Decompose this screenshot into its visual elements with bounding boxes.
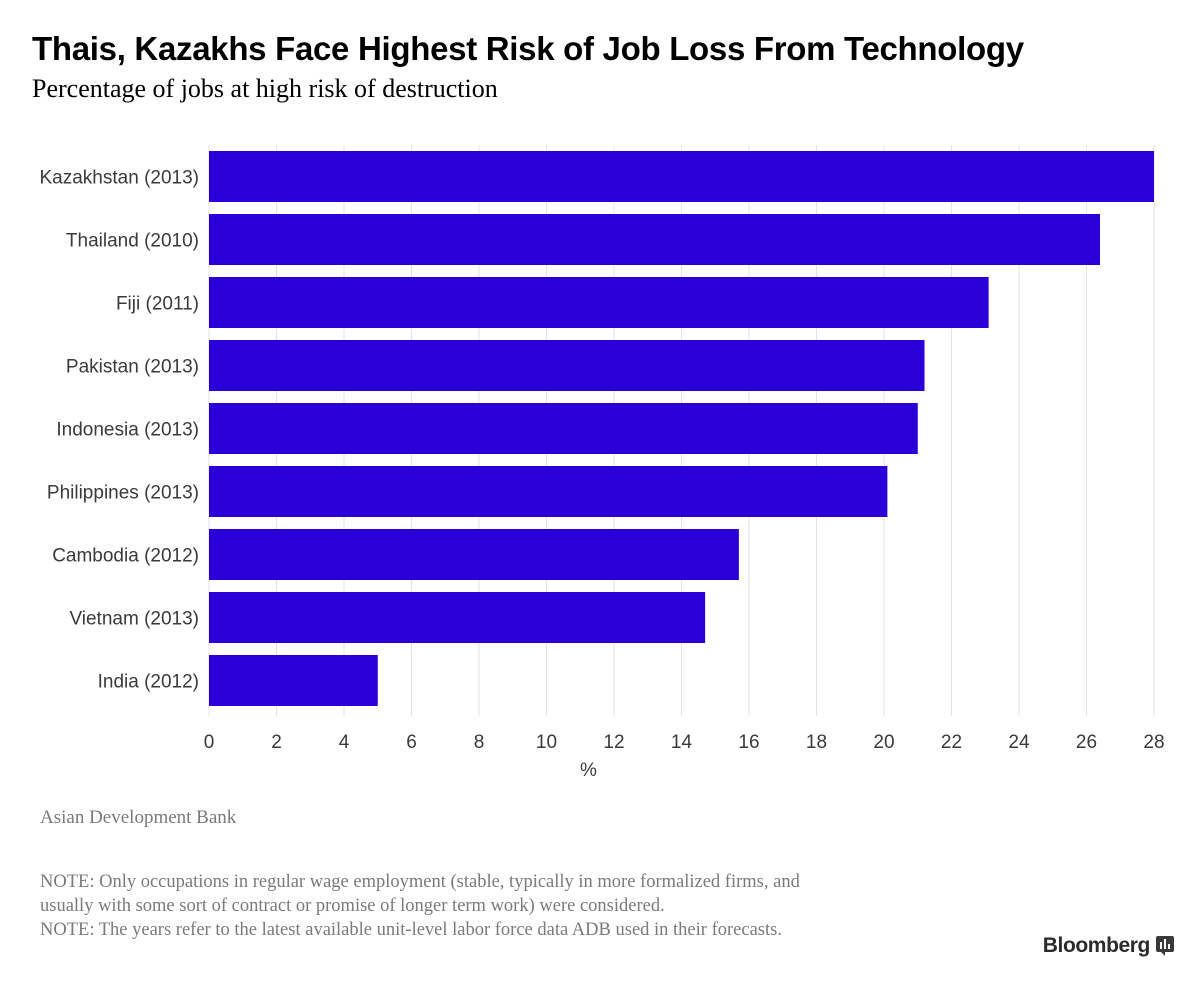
bar xyxy=(209,592,706,643)
category-label: Cambodia (2012) xyxy=(52,546,199,567)
category-label: Indonesia (2013) xyxy=(56,420,199,441)
bar xyxy=(209,466,888,517)
bar xyxy=(209,277,989,328)
chart-title: Thais, Kazakhs Face Highest Risk of Job … xyxy=(32,30,1024,67)
bar xyxy=(209,403,918,454)
x-tick-label: 10 xyxy=(536,732,557,753)
x-tick-label: 6 xyxy=(406,732,417,753)
x-tick-label: 0 xyxy=(204,732,215,753)
brand: Bloomberg xyxy=(1043,934,1174,958)
bloomberg-logo-icon xyxy=(1156,936,1174,956)
notes: NOTE: Only occupations in regular wage e… xyxy=(40,870,980,942)
x-tick-label: 24 xyxy=(1008,732,1030,753)
bars xyxy=(209,151,1154,706)
x-tick-label: 16 xyxy=(738,732,759,753)
x-tick-labels: 0 2 4 6 8 10 12 14 16 18 20 22 24 26 28 xyxy=(204,732,1165,753)
bar-chart: Kazakhstan (2013) Thailand (2010) Fiji (20… xyxy=(40,145,1165,781)
bar xyxy=(209,151,1154,202)
x-tick-label: 12 xyxy=(603,732,624,753)
category-label: Vietnam (2013) xyxy=(69,609,199,630)
x-tick-label: 14 xyxy=(671,732,693,753)
x-tick-label: 2 xyxy=(271,732,282,753)
category-label: Kazakhstan (2013) xyxy=(40,168,200,189)
bar xyxy=(209,340,925,391)
bar xyxy=(209,529,739,580)
x-tick-label: 28 xyxy=(1143,732,1164,753)
x-tick-label: 4 xyxy=(339,732,350,753)
x-tick-label: 22 xyxy=(941,732,962,753)
category-label: Fiji (2011) xyxy=(116,294,199,315)
category-label: Philippines (2013) xyxy=(47,483,199,504)
note-line: usually with some sort of contract or pr… xyxy=(40,896,665,916)
note-line: NOTE: Only occupations in regular wage e… xyxy=(40,872,800,892)
x-tick-label: 8 xyxy=(474,732,485,753)
x-tick-label: 26 xyxy=(1076,732,1097,753)
bar xyxy=(209,655,378,706)
x-axis-title: % xyxy=(580,760,597,781)
bar xyxy=(209,214,1100,265)
category-label: India (2012) xyxy=(98,672,199,693)
x-tick-label: 18 xyxy=(806,732,827,753)
chart-subtitle: Percentage of jobs at high risk of destr… xyxy=(32,74,498,103)
category-labels: Kazakhstan (2013) Thailand (2010) Fiji (20… xyxy=(40,168,200,693)
source-note: Asian Development Bank xyxy=(40,807,237,828)
note-line: NOTE: The years refer to the latest avai… xyxy=(40,920,782,940)
category-label: Pakistan (2013) xyxy=(66,357,199,378)
x-tick-label: 20 xyxy=(873,732,894,753)
bloomberg-logo: Bloomberg xyxy=(1042,934,1151,957)
category-label: Thailand (2010) xyxy=(66,231,199,252)
